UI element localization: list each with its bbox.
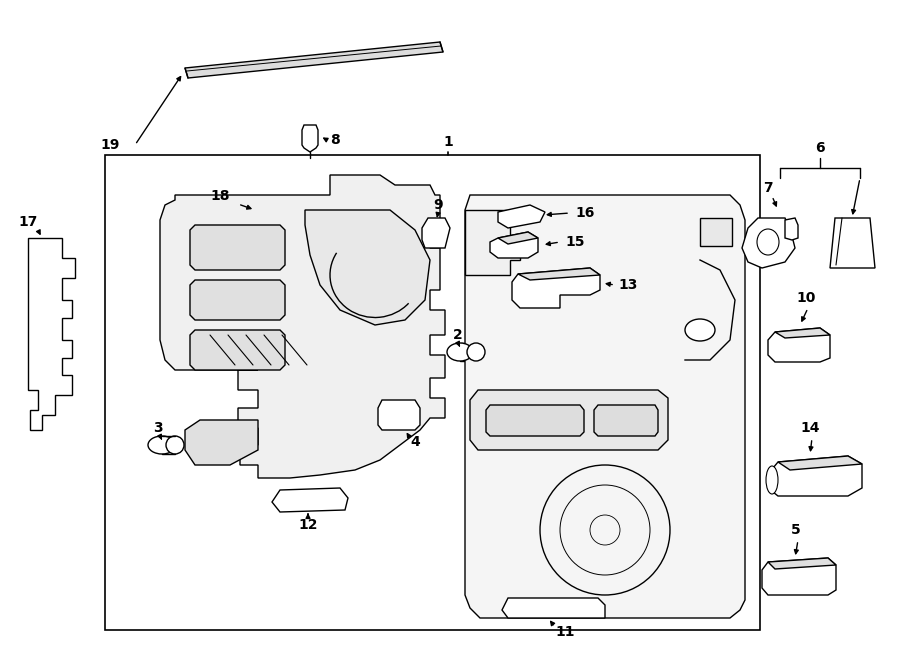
Ellipse shape — [166, 436, 184, 454]
Polygon shape — [830, 218, 875, 268]
Polygon shape — [762, 558, 836, 595]
Polygon shape — [422, 218, 450, 248]
Polygon shape — [594, 405, 658, 436]
Polygon shape — [185, 42, 443, 78]
Polygon shape — [465, 195, 745, 618]
Ellipse shape — [447, 343, 473, 361]
Text: 19: 19 — [100, 138, 120, 152]
Text: 14: 14 — [800, 421, 820, 435]
Polygon shape — [742, 218, 795, 268]
Polygon shape — [190, 280, 285, 320]
Polygon shape — [185, 420, 258, 465]
Ellipse shape — [467, 343, 485, 361]
Text: 13: 13 — [618, 278, 638, 292]
Text: 18: 18 — [211, 189, 230, 203]
Polygon shape — [465, 210, 520, 275]
Text: 5: 5 — [791, 523, 801, 537]
Text: 11: 11 — [555, 625, 575, 639]
Polygon shape — [778, 456, 862, 470]
Text: 15: 15 — [565, 235, 585, 249]
Ellipse shape — [766, 466, 778, 494]
Text: 10: 10 — [796, 291, 815, 305]
Text: 8: 8 — [330, 133, 340, 147]
Text: 12: 12 — [298, 518, 318, 532]
Polygon shape — [768, 558, 836, 569]
Text: 1: 1 — [443, 135, 453, 149]
Polygon shape — [302, 125, 318, 152]
Bar — [105, 155, 760, 630]
Ellipse shape — [148, 436, 176, 454]
Polygon shape — [28, 238, 75, 430]
Polygon shape — [160, 175, 445, 478]
Text: 4: 4 — [410, 435, 420, 449]
Polygon shape — [518, 268, 600, 280]
Ellipse shape — [757, 229, 779, 255]
Text: 17: 17 — [18, 215, 38, 229]
Text: 16: 16 — [575, 206, 595, 220]
Polygon shape — [498, 232, 538, 244]
Polygon shape — [768, 328, 830, 362]
Text: 6: 6 — [815, 141, 824, 155]
Polygon shape — [768, 456, 862, 496]
Text: 7: 7 — [763, 181, 773, 195]
Polygon shape — [190, 225, 285, 270]
Polygon shape — [190, 330, 285, 370]
Text: 9: 9 — [433, 198, 443, 212]
Bar — [700, 218, 732, 246]
Polygon shape — [775, 328, 830, 338]
Text: 2: 2 — [453, 328, 463, 342]
Ellipse shape — [685, 319, 715, 341]
Text: 3: 3 — [153, 421, 163, 435]
Polygon shape — [785, 218, 798, 240]
Polygon shape — [305, 210, 430, 325]
Polygon shape — [490, 232, 538, 258]
Polygon shape — [272, 488, 348, 512]
Polygon shape — [378, 400, 420, 430]
Polygon shape — [470, 390, 668, 450]
Polygon shape — [498, 205, 545, 228]
Polygon shape — [512, 268, 600, 308]
Polygon shape — [502, 598, 605, 618]
Polygon shape — [486, 405, 584, 436]
